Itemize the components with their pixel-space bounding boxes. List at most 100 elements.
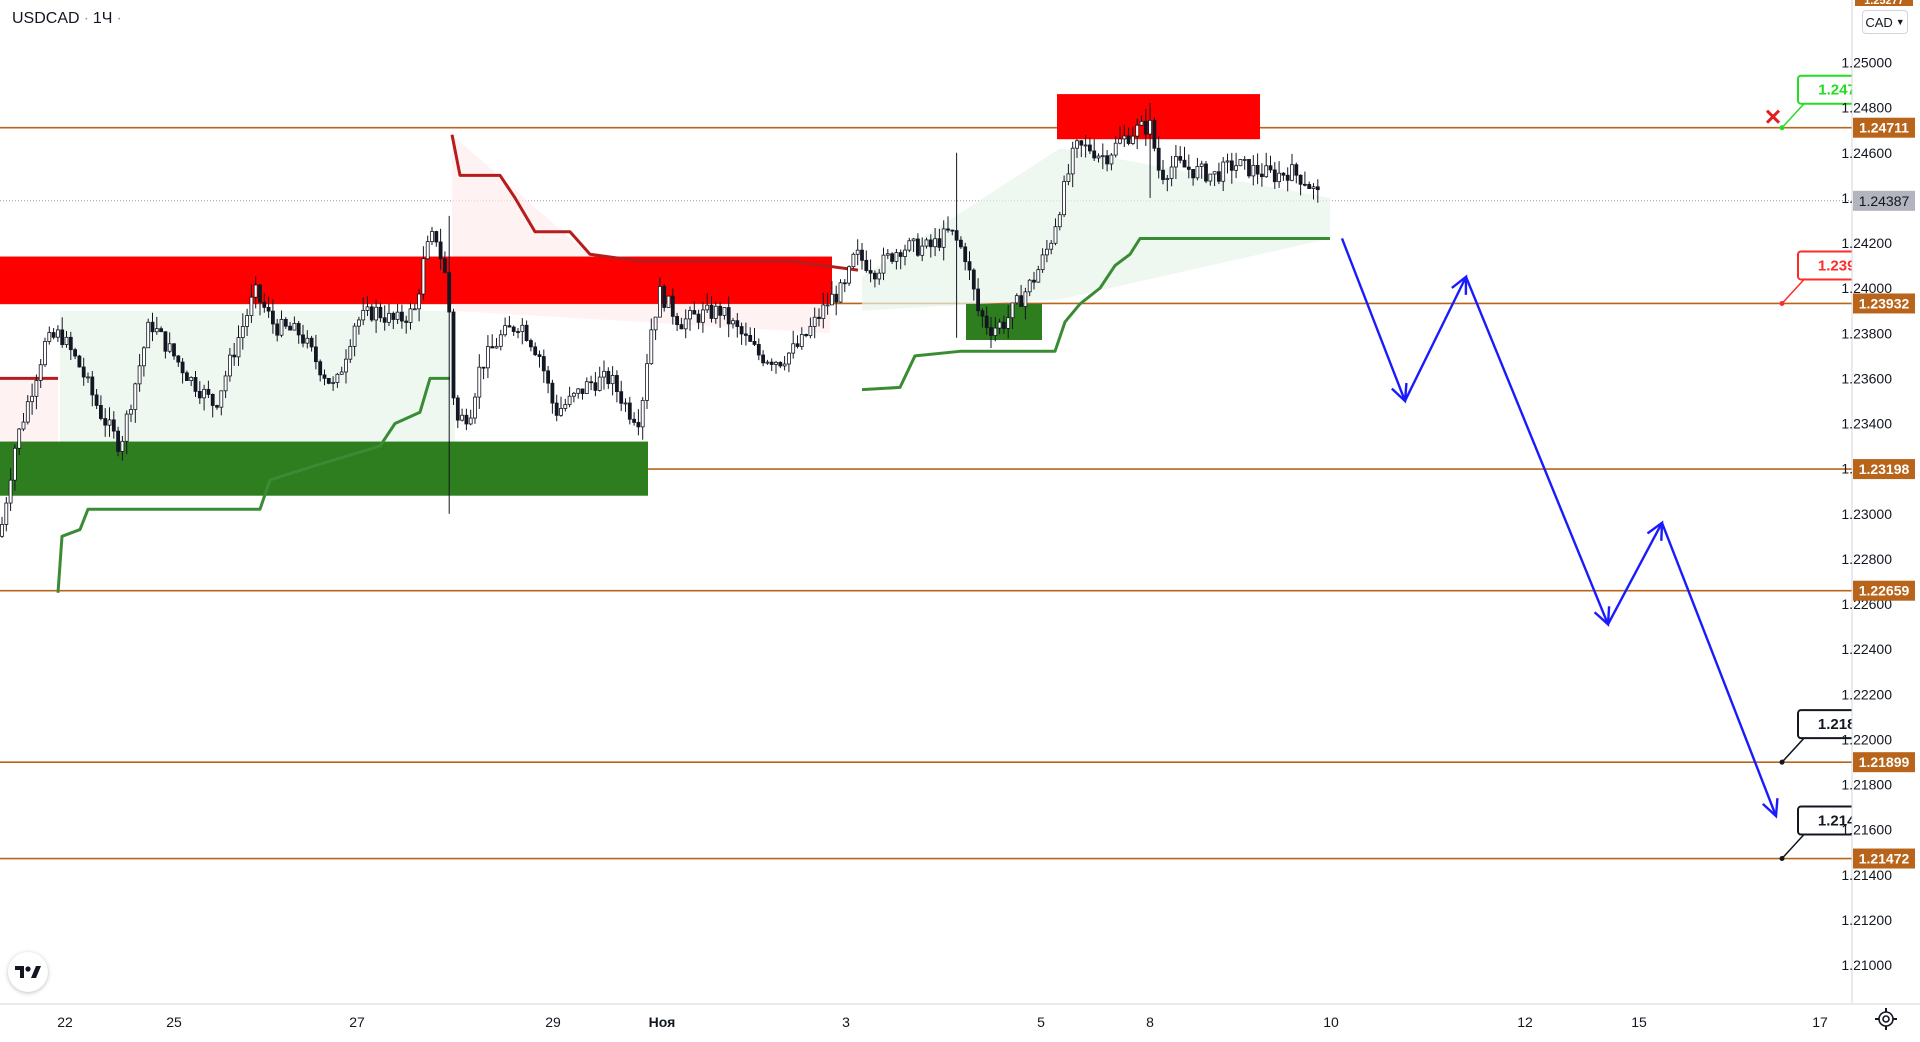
candle: [971, 268, 976, 301]
candle: [17, 427, 22, 456]
candle: [640, 397, 645, 440]
forecast-segment-2[interactable]: [1464, 276, 1610, 625]
candle: [916, 233, 920, 257]
candle: [718, 302, 722, 328]
candle: [219, 390, 224, 416]
candle: [262, 293, 267, 313]
candle: [554, 394, 559, 422]
price-axis[interactable]: [1852, 0, 1920, 1004]
last-price-label: 1.24387: [1859, 193, 1910, 209]
candle: [1139, 115, 1144, 127]
candle: [245, 308, 250, 336]
candle: [1204, 160, 1208, 184]
timeframe-label[interactable]: 1Ч: [92, 10, 113, 27]
candle: [1023, 287, 1028, 320]
candle: [769, 358, 774, 372]
candle: [799, 327, 804, 350]
candle: [309, 335, 314, 352]
y-tick-label: 1.24000: [1841, 280, 1892, 296]
candle: [817, 308, 821, 327]
candle: [890, 252, 894, 264]
forecast-segment-3[interactable]: [1606, 522, 1664, 625]
candle: [1260, 163, 1264, 187]
resistance-zone-0[interactable]: [0, 256, 832, 304]
candle: [1126, 127, 1131, 146]
candle: [68, 331, 73, 360]
candle: [967, 251, 972, 281]
candle: [903, 244, 907, 266]
candle: [868, 259, 873, 283]
candle: [670, 288, 675, 325]
x-tick-label: 25: [166, 1014, 182, 1030]
candle: [451, 308, 456, 406]
y-tick-label: 1.21000: [1841, 957, 1892, 973]
candle: [1070, 141, 1075, 188]
candle: [774, 360, 778, 374]
candle: [47, 326, 52, 345]
candle: [1083, 135, 1088, 158]
supertrend-up-line-1: [56, 376, 450, 593]
x-tick-label: 17: [1812, 1014, 1828, 1030]
candle: [1303, 171, 1307, 187]
candle: [1165, 175, 1170, 192]
candle: [1238, 159, 1243, 167]
candle: [391, 311, 396, 330]
forecast-segment-4[interactable]: [1660, 522, 1778, 817]
candle: [120, 435, 125, 461]
cutoff-price-label: 1.25277: [1864, 0, 1904, 7]
tradingview-logo-icon[interactable]: [8, 952, 48, 992]
candle: [662, 283, 667, 312]
candle: [210, 393, 215, 418]
gear-icon[interactable]: [1874, 1007, 1898, 1031]
candle: [447, 215, 452, 514]
forecast-segment-1[interactable]: [1403, 276, 1468, 402]
candle: [1277, 161, 1281, 188]
candle: [86, 372, 90, 383]
currency-button[interactable]: CAD ▼: [1862, 10, 1908, 34]
candle: [361, 297, 366, 326]
candle: [154, 316, 159, 335]
candle: [959, 236, 963, 249]
y-tick-label: 1.21800: [1841, 777, 1892, 793]
resistance-zone-2[interactable]: [1057, 94, 1260, 140]
forecast-segment-0[interactable]: [1340, 238, 1407, 402]
candle: [172, 343, 176, 360]
candle: [197, 381, 202, 404]
candle: [12, 444, 17, 491]
forecast-arrowhead-4: [1762, 798, 1779, 819]
candle: [946, 216, 950, 233]
symbol-name: USDCAD: [12, 10, 80, 27]
candle: [636, 409, 641, 436]
candle: [1178, 146, 1183, 164]
candle: [292, 316, 297, 331]
candle: [103, 408, 108, 437]
candle: [593, 372, 598, 397]
supertrend-down-line: [450, 134, 859, 272]
candle: [494, 338, 499, 349]
candle: [993, 316, 998, 342]
candle: [1057, 211, 1062, 231]
candle: [1268, 155, 1273, 173]
candle: [1036, 265, 1041, 283]
candle: [520, 318, 525, 345]
symbol-title[interactable]: USDCAD · 1Ч ·: [12, 10, 122, 28]
time-axis[interactable]: [0, 1004, 1920, 1042]
candle: [1195, 157, 1200, 181]
candle: [808, 317, 813, 339]
candle: [1014, 293, 1019, 305]
support-zone-1[interactable]: [0, 441, 648, 496]
candle: [159, 326, 164, 333]
candle: [1062, 175, 1066, 218]
candle: [56, 325, 60, 342]
candle: [739, 322, 744, 345]
candle: [279, 310, 284, 338]
candle: [1191, 169, 1195, 186]
candle: [1019, 284, 1023, 307]
candle: [1006, 304, 1011, 339]
candle: [4, 497, 9, 532]
candle: [352, 322, 357, 357]
candle: [1285, 167, 1290, 192]
candle: [1092, 139, 1097, 161]
candle: [976, 278, 980, 317]
